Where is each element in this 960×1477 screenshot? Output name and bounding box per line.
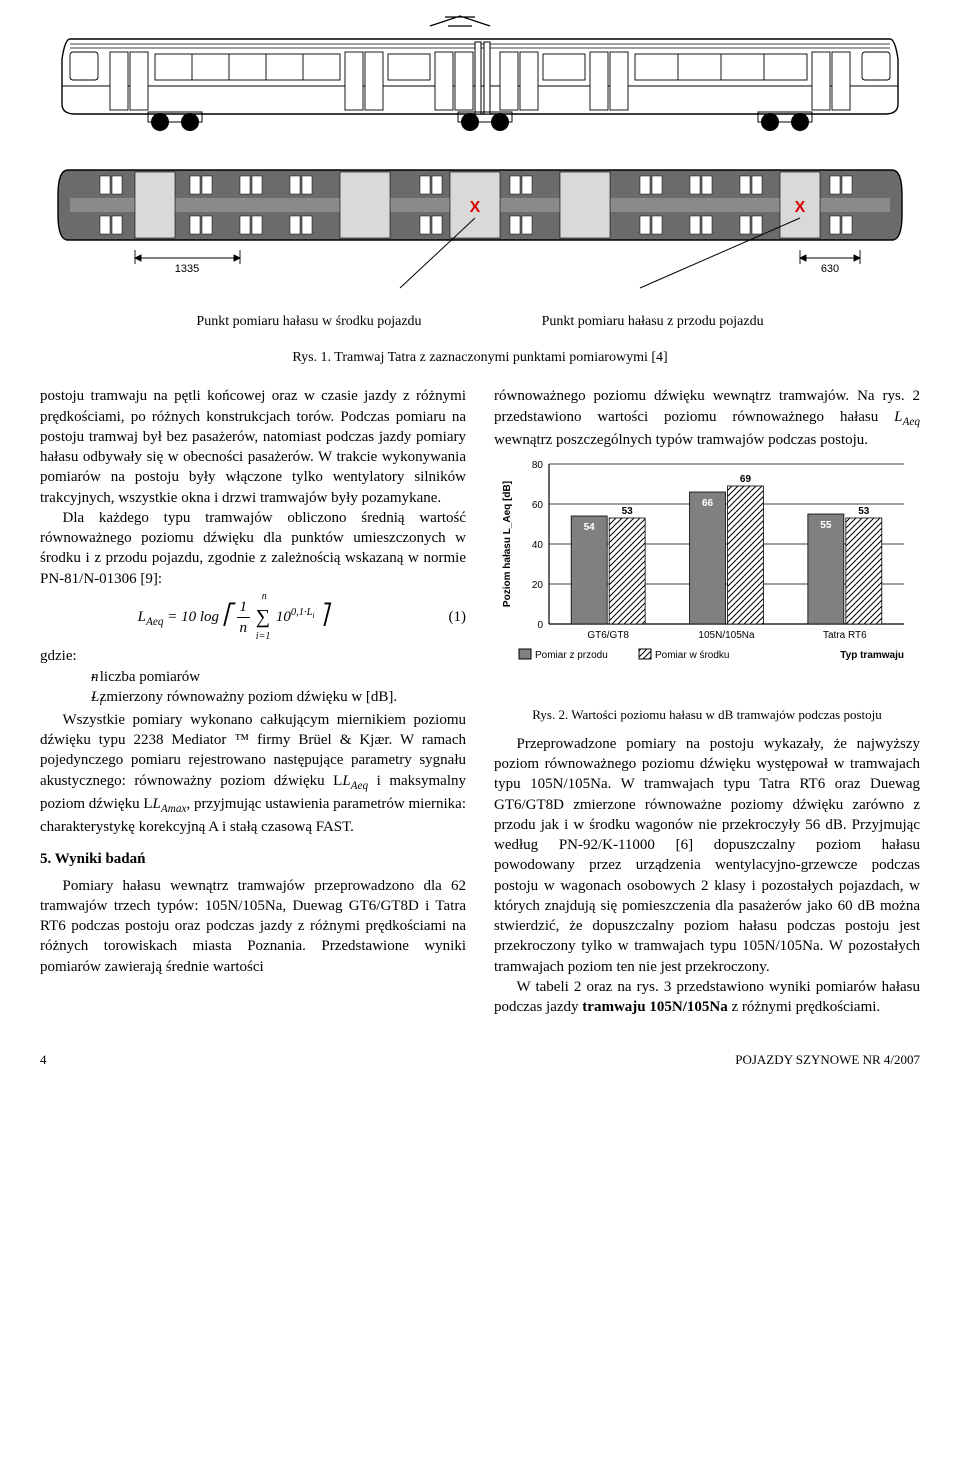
gdzie: gdzie: <box>40 646 466 666</box>
tram-side-view <box>40 14 920 150</box>
callout-center: Punkt pomiaru hałasu w środku pojazdu <box>196 313 421 332</box>
left-p2: Wszystkie pomiary wykonano całkującym mi… <box>40 710 466 837</box>
where-n: n- liczba pomiarów <box>40 667 466 687</box>
tram-plan-view: X X 1335 630 <box>40 150 920 306</box>
page-number: 4 <box>40 1051 47 1069</box>
marker-x-front: X <box>795 199 806 216</box>
figure-2-caption: Rys. 2. Wartości poziomu hałasu w dB tra… <box>494 706 920 724</box>
svg-text:60: 60 <box>532 500 544 511</box>
figure-1-caption: Rys. 1. Tramwaj Tatra z zaznaczonymi pun… <box>40 349 920 368</box>
page-footer: 4 POJAZDY SZYNOWE NR 4/2007 <box>40 1047 920 1069</box>
left-p3: Pomiary hałasu wewnątrz tramwajów przepr… <box>40 876 466 977</box>
eq-number: (1) <box>426 607 466 627</box>
svg-text:54: 54 <box>584 522 596 533</box>
figure-1: X X 1335 630 <box>40 14 920 368</box>
svg-text:53: 53 <box>622 506 634 517</box>
svg-text:0: 0 <box>537 620 543 631</box>
where-li: Li- zmierzony równoważny poziom dźwięku … <box>40 687 466 710</box>
svg-text:66: 66 <box>702 498 714 509</box>
figure-2-chart: 0 20 40 60 80 Poziom hałasu L_Aeq [dB] 54 53 GT6… <box>494 454 920 724</box>
left-p1b: Dla każdego typu tramwajów obliczono śre… <box>40 508 466 589</box>
left-p1a: postoju tramwaju na pętli końcowej oraz … <box>40 386 466 508</box>
right-p3: W tabeli 2 oraz na rys. 3 przedstawiono … <box>494 977 920 1018</box>
svg-text:105N/105Na: 105N/105Na <box>698 630 755 641</box>
svg-text:Typ tramwaju: Typ tramwaju <box>840 650 904 661</box>
right-p2: Przeprowadzone pomiary na postoju wykaza… <box>494 734 920 977</box>
svg-text:55: 55 <box>820 520 832 531</box>
svg-text:Pomiar w środku: Pomiar w środku <box>655 650 729 661</box>
svg-text:40: 40 <box>532 540 544 551</box>
svg-text:GT6/GT8: GT6/GT8 <box>587 630 629 641</box>
journal-ref: POJAZDY SZYNOWE NR 4/2007 <box>735 1051 920 1069</box>
svg-text:69: 69 <box>740 474 752 485</box>
svg-text:80: 80 <box>532 460 544 471</box>
svg-text:53: 53 <box>858 506 870 517</box>
dim-left: 1335 <box>175 263 199 275</box>
callout-front: Punkt pomiaru hałasu z przodu pojazdu <box>542 313 764 332</box>
svg-text:Poziom hałasu L_Aeq [dB]: Poziom hałasu L_Aeq [dB] <box>502 481 513 607</box>
right-p1: równoważnego poziomu dźwięku wewnątrz tr… <box>494 386 920 450</box>
svg-text:20: 20 <box>532 580 544 591</box>
dim-right: 630 <box>821 263 839 275</box>
svg-text:Pomiar z przodu: Pomiar z przodu <box>535 650 608 661</box>
svg-text:Tatra RT6: Tatra RT6 <box>823 630 867 641</box>
equation-1: LAeq = 10 log ⎡ 1 n n ∑ i=1 100,1·Li ⎤ (… <box>40 597 466 639</box>
section-5-heading: 5. Wyniki badań <box>40 849 466 869</box>
marker-x-center: X <box>470 199 481 216</box>
